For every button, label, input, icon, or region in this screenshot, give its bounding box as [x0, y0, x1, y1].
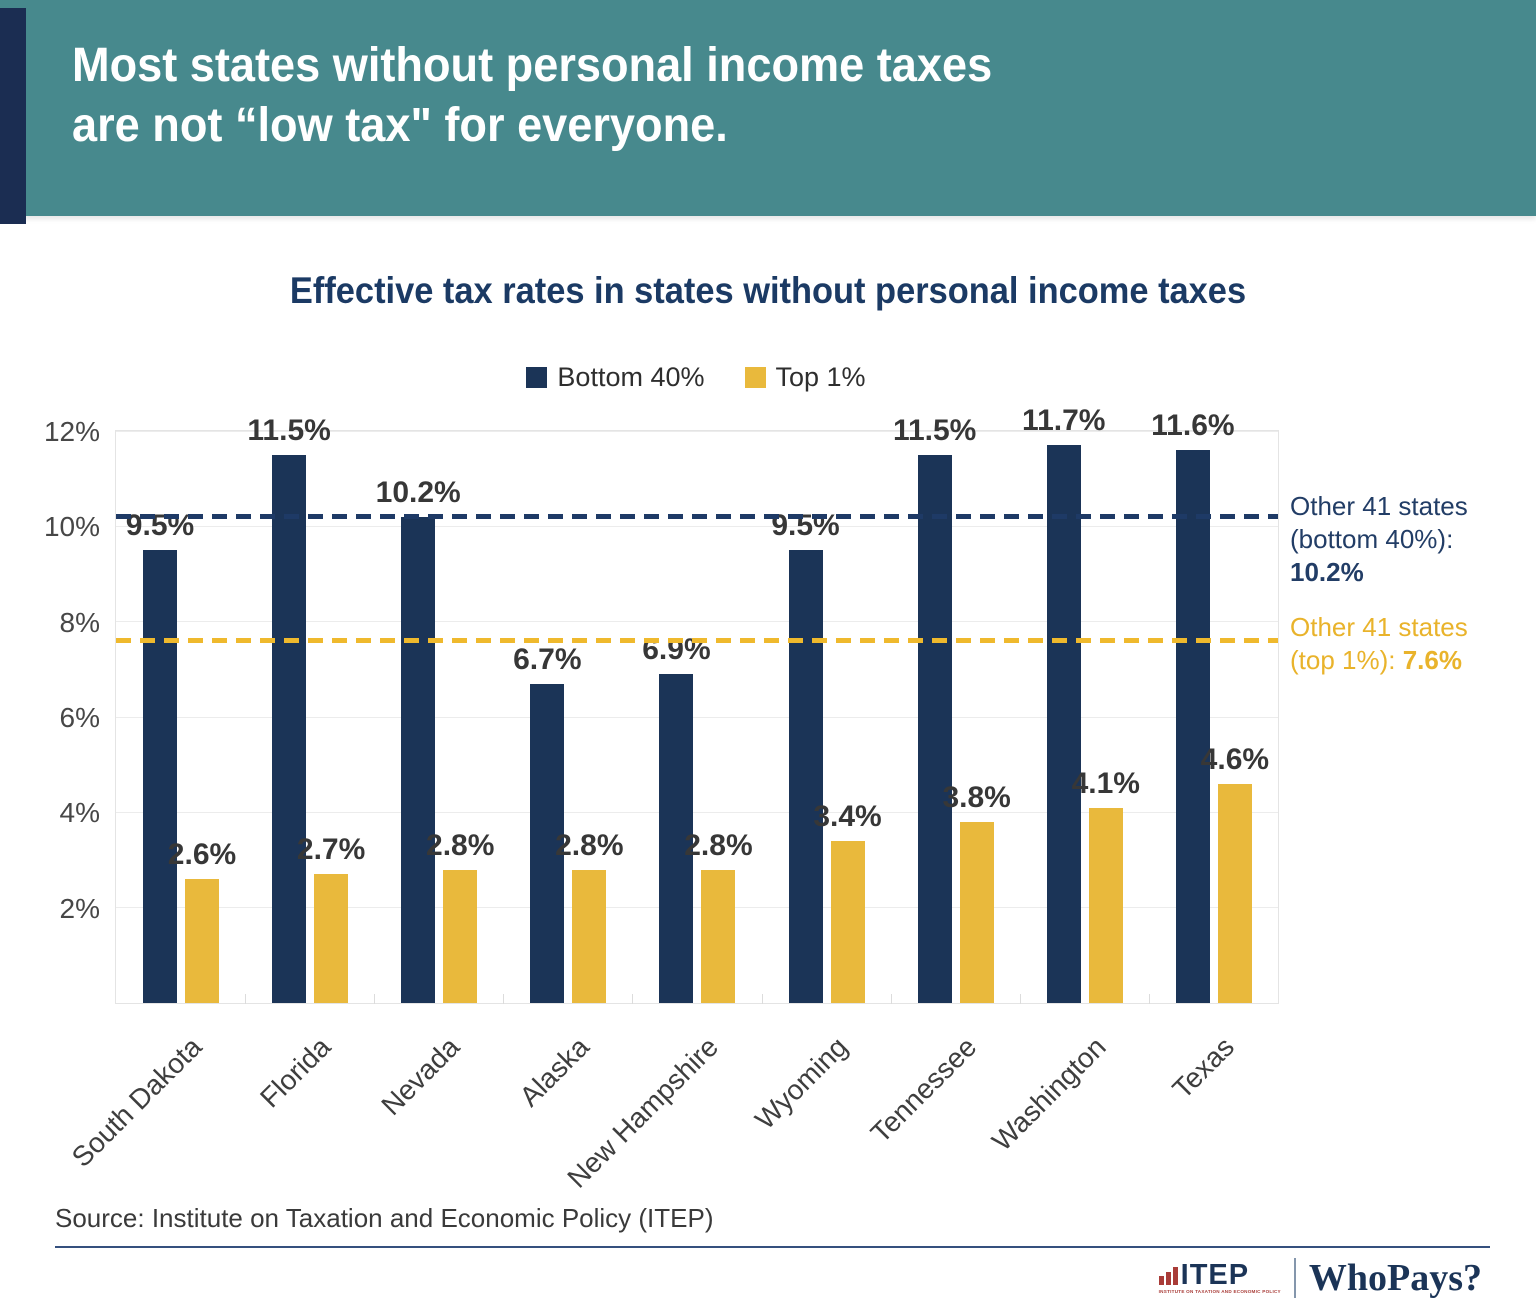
gridline-4%: [116, 811, 1278, 813]
page-title-line1: Most states without personal income taxe…: [72, 39, 993, 92]
page-title: Most states without personal income taxe…: [72, 36, 992, 156]
y-axis-tick-2%: 2%: [59, 892, 100, 924]
annotation-other-states-bottom40: Other 41 states (bottom 40%): 10.2%: [1290, 490, 1530, 589]
value-label-washington-top-1%: 4.1%: [1071, 766, 1140, 800]
x-axis-label-south-dakota: South Dakota: [65, 1031, 208, 1173]
bar-top-1%-texas: [1217, 783, 1252, 1003]
bar-bottom-40%-nevada: [401, 516, 436, 1003]
x-axis-label-nevada: Nevada: [375, 1031, 466, 1122]
itep-logo-text: ITEP: [1180, 1259, 1250, 1291]
value-label-florida-top-1%: 2.7%: [296, 833, 366, 867]
bar-bottom-40%-washington: [1046, 445, 1081, 1003]
banner-accent-bar: [0, 8, 26, 224]
legend-swatch-bottom40-icon: [526, 367, 548, 388]
legend-item-top1: Top 1%: [744, 362, 866, 393]
x-axis-tick: [890, 994, 892, 1004]
bar-bottom-40%-new-hampshire: [659, 674, 694, 1003]
y-axis-tick-10%: 10%: [43, 511, 100, 543]
x-axis-label-alaska: Alaska: [513, 1031, 595, 1113]
x-axis-label-washington: Washington: [985, 1031, 1112, 1157]
value-label-alaska-bottom-40%: 6.7%: [513, 642, 582, 676]
reference-line-top1: [116, 637, 1278, 643]
bar-bottom-40%-south-dakota: [143, 550, 177, 1003]
page-title-line2: are not “low tax" for everyone.: [72, 99, 728, 152]
gridline-10%: [116, 525, 1278, 527]
annotation-top1-value: 7.6%: [1402, 644, 1462, 675]
footer-divider-line: [55, 1246, 1490, 1248]
bar-top-1%-tennessee: [959, 821, 994, 1003]
gridline-12%: [116, 430, 1278, 432]
annotation-top1-line2: (top 1%): 7.6%: [1290, 644, 1462, 675]
x-axis-tick: [761, 994, 763, 1004]
bar-top-1%-nevada: [443, 869, 478, 1003]
x-axis-label-wyoming: Wyoming: [748, 1031, 854, 1136]
bar-bottom-40%-florida: [272, 454, 307, 1003]
bar-bottom-40%-alaska: [530, 683, 565, 1003]
x-axis-tick: [1148, 994, 1150, 1004]
annotation-bottom40-line2: (bottom 40%): 10.2%: [1290, 523, 1454, 587]
value-label-wyoming-top-1%: 3.4%: [813, 799, 882, 833]
source-note: Source: Institute on Taxation and Econom…: [55, 1203, 714, 1233]
y-axis-tick-8%: 8%: [59, 606, 100, 638]
chart-legend: Bottom 40% Top 1%: [115, 362, 1277, 393]
x-axis-tick: [374, 994, 376, 1004]
y-axis-tick-6%: 6%: [59, 702, 100, 733]
y-axis-tick-4%: 4%: [59, 797, 100, 829]
x-axis-tick: [245, 994, 247, 1004]
value-label-nevada-bottom-40%: 10.2%: [375, 475, 461, 509]
legend-item-bottom40: Bottom 40%: [526, 362, 705, 393]
itep-logo-tagline: INSTITUTE ON TAXATION AND ECONOMIC POLIC…: [1158, 1289, 1281, 1294]
value-label-tennessee-top-1%: 3.8%: [942, 780, 1011, 814]
bar-top-1%-new-hampshire: [701, 869, 736, 1003]
legend-swatch-top1-icon: [744, 367, 766, 388]
x-axis-label-tennessee: Tennessee: [864, 1031, 983, 1149]
footer-logo-separator: [1293, 1258, 1296, 1298]
bar-top-1%-wyoming: [830, 840, 865, 1003]
annotation-other-states-top1: Other 41 states (top 1%): 7.6%: [1290, 611, 1530, 677]
annotation-bottom40-value: 10.2%: [1290, 556, 1364, 587]
bar-top-1%-florida: [314, 874, 349, 1003]
gridline-2%: [116, 907, 1278, 909]
annotation-top1-line1: Other 41 states: [1290, 611, 1468, 642]
x-axis-label-texas: Texas: [1166, 1031, 1241, 1105]
bar-bottom-40%-tennessee: [917, 454, 952, 1003]
value-label-south-dakota-top-1%: 2.6%: [167, 838, 237, 872]
bar-top-1%-south-dakota: [185, 879, 219, 1003]
bar-top-1%-alaska: [572, 869, 607, 1003]
value-label-new-hampshire-top-1%: 2.8%: [684, 828, 753, 862]
legend-label-top1: Top 1%: [775, 362, 866, 392]
legend-label-bottom40: Bottom 40%: [557, 362, 705, 392]
value-label-texas-top-1%: 4.6%: [1200, 742, 1270, 776]
itep-barchart-icon: [1158, 1267, 1178, 1288]
bar-top-1%-washington: [1088, 807, 1123, 1003]
y-axis-tick-12%: 12%: [43, 416, 100, 447]
x-axis-tick: [503, 994, 505, 1004]
annotation-bottom40-line1: Other 41 states: [1290, 490, 1468, 521]
bar-chart-plot: Other 41 states (bottom 40%): 10.2% Othe…: [44, 404, 1468, 1193]
value-label-washington-bottom-40%: 11.7%: [1022, 404, 1106, 438]
value-label-tennessee-bottom-40%: 11.5%: [892, 413, 977, 447]
chart-title: Effective tax rates in states without pe…: [289, 270, 1247, 311]
value-label-texas-bottom-40%: 11.6%: [1151, 409, 1235, 443]
value-label-alaska-top-1%: 2.8%: [555, 828, 624, 862]
x-axis-tick: [632, 994, 634, 1004]
gridline-8%: [116, 621, 1278, 623]
bar-bottom-40%-wyoming: [788, 550, 823, 1003]
value-label-florida-bottom-40%: 11.5%: [247, 413, 331, 447]
gridline-6%: [116, 716, 1278, 718]
bar-bottom-40%-texas: [1175, 450, 1210, 1003]
header-banner: Most states without personal income taxe…: [0, 0, 1536, 216]
whopays-logo-text: WhoPays?: [1308, 1257, 1482, 1299]
itep-logo: ITEP INSTITUTE ON TAXATION AND ECONOMIC …: [1158, 1259, 1281, 1294]
x-axis-tick: [1019, 994, 1021, 1004]
reference-line-bottom40: [116, 513, 1278, 519]
footer-logos: ITEP INSTITUTE ON TAXATION AND ECONOMIC …: [1158, 1254, 1482, 1302]
x-axis-label-florida: Florida: [254, 1031, 337, 1114]
value-label-nevada-top-1%: 2.8%: [426, 828, 495, 862]
